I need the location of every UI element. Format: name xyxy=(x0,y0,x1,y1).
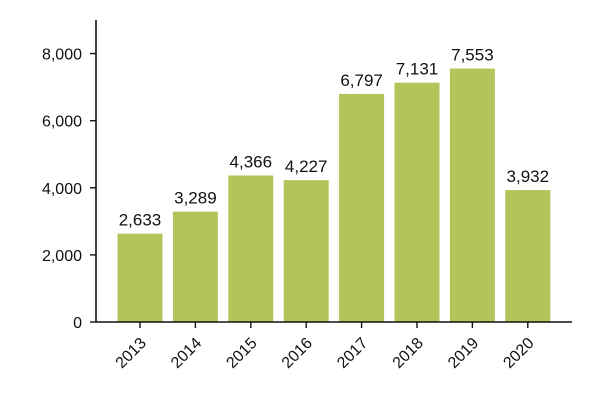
x-tick-label: 2014 xyxy=(168,335,205,372)
bars-group xyxy=(117,68,551,323)
bar-2015 xyxy=(228,175,274,322)
y-tick-label: 2,000 xyxy=(42,248,82,265)
x-tick-label: 2017 xyxy=(334,335,371,372)
x-tick-label: 2019 xyxy=(445,335,482,372)
y-tick-label: 6,000 xyxy=(42,114,82,131)
data-label-2018: 7,131 xyxy=(396,60,439,79)
y-tick-label: 8,000 xyxy=(42,47,82,64)
data-label-2013: 2,633 xyxy=(119,211,162,230)
data-label-2015: 4,366 xyxy=(230,152,273,171)
y-axis-ticks: 0 2,000 4,000 6,000 8,000 xyxy=(42,47,96,332)
y-tick-label: 4,000 xyxy=(42,181,82,198)
x-tick-label: 2013 xyxy=(113,335,150,372)
x-tick-label: 2015 xyxy=(223,335,260,372)
y-tick-label: 0 xyxy=(73,315,82,332)
data-label-2020: 3,932 xyxy=(507,167,550,186)
bar-2017 xyxy=(339,93,385,323)
bar-2018 xyxy=(394,82,440,322)
data-label-2014: 3,289 xyxy=(174,189,217,208)
bar-2013 xyxy=(117,233,163,322)
data-labels-group: 2,633 3,289 4,366 4,227 6,797 7,131 7,553 3,932 xyxy=(119,46,549,230)
bar-2014 xyxy=(172,211,218,322)
bar-2020 xyxy=(505,190,551,322)
x-tick-label: 2020 xyxy=(500,335,537,372)
bar-2016 xyxy=(283,180,329,322)
bar-2019 xyxy=(449,68,495,322)
data-label-2017: 6,797 xyxy=(340,71,383,90)
x-tick-label: 2018 xyxy=(390,335,427,372)
data-label-2016: 4,227 xyxy=(285,157,328,176)
data-label-2019: 7,553 xyxy=(451,46,494,65)
x-axis-ticks: 2013 2014 2015 2016 2017 2018 2019 2020 xyxy=(113,322,538,372)
x-tick-label: 2016 xyxy=(279,335,316,372)
